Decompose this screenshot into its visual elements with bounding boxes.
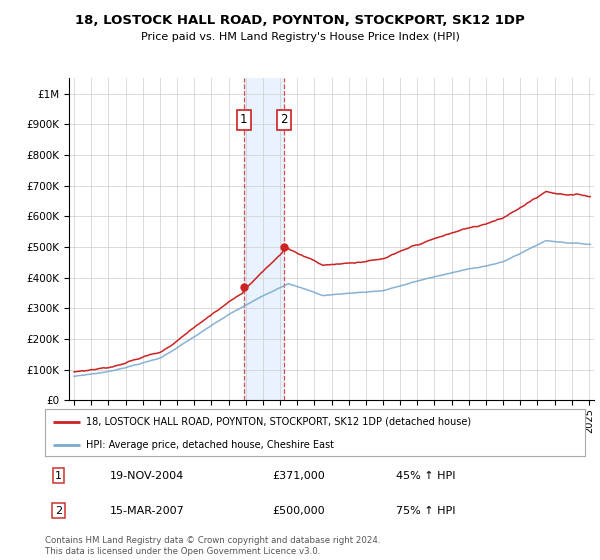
Text: Price paid vs. HM Land Registry's House Price Index (HPI): Price paid vs. HM Land Registry's House … — [140, 32, 460, 42]
Text: 2: 2 — [280, 113, 287, 127]
Text: 18, LOSTOCK HALL ROAD, POYNTON, STOCKPORT, SK12 1DP (detached house): 18, LOSTOCK HALL ROAD, POYNTON, STOCKPOR… — [86, 417, 470, 427]
Text: 1: 1 — [240, 113, 247, 127]
Text: 18, LOSTOCK HALL ROAD, POYNTON, STOCKPORT, SK12 1DP: 18, LOSTOCK HALL ROAD, POYNTON, STOCKPOR… — [75, 14, 525, 27]
Text: £371,000: £371,000 — [272, 471, 325, 481]
Text: 19-NOV-2004: 19-NOV-2004 — [110, 471, 184, 481]
Text: 2: 2 — [55, 506, 62, 516]
Text: £500,000: £500,000 — [272, 506, 325, 516]
Text: 75% ↑ HPI: 75% ↑ HPI — [396, 506, 455, 516]
Text: Contains HM Land Registry data © Crown copyright and database right 2024.
This d: Contains HM Land Registry data © Crown c… — [45, 536, 380, 556]
Text: HPI: Average price, detached house, Cheshire East: HPI: Average price, detached house, Ches… — [86, 440, 334, 450]
Text: 45% ↑ HPI: 45% ↑ HPI — [396, 471, 455, 481]
Text: 1: 1 — [55, 471, 62, 481]
Text: 15-MAR-2007: 15-MAR-2007 — [110, 506, 185, 516]
Bar — [244, 78, 284, 400]
